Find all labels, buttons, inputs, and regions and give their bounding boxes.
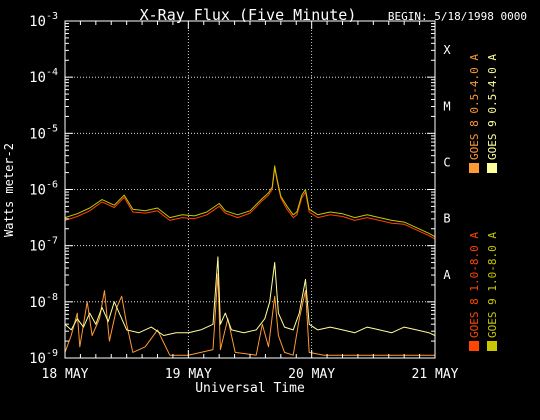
y-tick-label: 10-7	[29, 236, 58, 255]
plot-frame	[64, 20, 436, 359]
y-axis-label: Watts meter-2	[2, 143, 16, 237]
y-tick-label: 10-6	[29, 180, 58, 199]
x-tick-label: 19 MAY	[165, 367, 212, 382]
y-tick-label: 10-9	[29, 348, 58, 367]
chart-title: X-Ray Flux (Five Minute)	[140, 6, 357, 24]
legend-label-3: GOES 9 1.0-8.0 A	[486, 232, 499, 338]
series-line-4	[64, 256, 436, 336]
flare-class-label: M	[443, 99, 450, 113]
x-tick-label: 20 MAY	[288, 367, 335, 382]
legend-label-4: GOES 9 0.5-4.0 A	[486, 54, 499, 160]
legend-swatch-2	[469, 163, 479, 173]
y-tick-label: 10-4	[29, 67, 58, 86]
axis-ticks: 10-9 10-8 10-7 10-6 10-5 10-4 10-3 18 MAY 19 MAY…	[29, 11, 459, 382]
legend-swatch-1	[469, 341, 479, 351]
series-line-3	[64, 165, 436, 238]
flare-class-label: B	[443, 212, 450, 226]
flare-class-label: A	[443, 268, 451, 282]
legend-label-2: GOES 8 0.5-4.0 A	[468, 54, 481, 160]
grid-lines	[65, 21, 435, 358]
series-line-2	[64, 273, 435, 356]
legend-label-1: GOES 8 1.0-8.0 A	[468, 232, 481, 338]
series-lines	[64, 165, 436, 356]
y-tick-label: 10-3	[29, 11, 58, 30]
legend: GOES 8 1.0-8.0 A GOES 8 0.5-4.0 A GOES 9 1…	[468, 54, 499, 351]
y-tick-label: 10-8	[29, 292, 58, 311]
y-tick-label: 10-5	[29, 123, 58, 142]
x-tick-label: 21 MAY	[412, 367, 459, 382]
flare-class-label: X	[443, 43, 451, 57]
series-line-1	[64, 167, 436, 240]
legend-swatch-3	[487, 341, 497, 351]
flare-class-label: C	[443, 155, 450, 169]
x-tick-label: 18 MAY	[42, 367, 89, 382]
x-axis-label: Universal Time	[195, 381, 305, 396]
legend-swatch-4	[487, 163, 497, 173]
begin-label: BEGIN: 5/18/1998 0000	[388, 10, 527, 23]
